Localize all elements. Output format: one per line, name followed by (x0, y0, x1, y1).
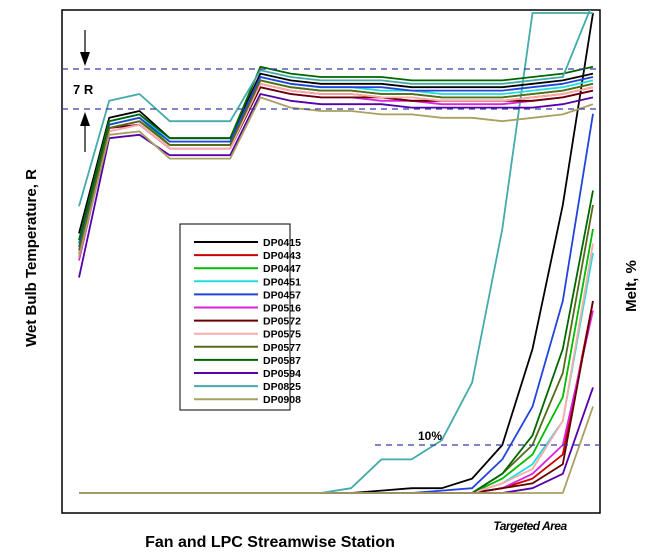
legend-label-dp0516: DP0516 (263, 303, 301, 315)
legend-label-dp0577: DP0577 (263, 342, 301, 354)
band-annotation: 7 R (73, 82, 94, 97)
legend-label-dp0443: DP0443 (263, 250, 301, 262)
melt-line-dp0443 (79, 300, 594, 494)
legend-label-dp0575: DP0575 (263, 329, 301, 341)
temp-line-dp0457 (78, 76, 594, 248)
legend: DP0415DP0443DP0447DP0451DP0457DP0516DP05… (194, 237, 301, 406)
y-axis-label-right: Melt, % (623, 260, 640, 312)
targeted-area-label: Targeted Area (493, 519, 567, 533)
legend-label-dp0447: DP0447 (263, 263, 301, 275)
plot-frame (61, 9, 601, 514)
temp-line-dp0825 (78, 10, 591, 207)
legend-label-dp0587: DP0587 (263, 355, 301, 367)
y-axis-label-left: Wet Bulb Temperature, R (23, 169, 40, 347)
band-arrow-up (80, 112, 90, 152)
legend-label-dp0825: DP0825 (263, 381, 301, 393)
melt-line-dp0457 (79, 113, 594, 494)
temp-line-dp0572 (78, 86, 594, 255)
legend-label-dp0451: DP0451 (263, 276, 301, 288)
legend-label-dp0457: DP0457 (263, 289, 301, 301)
x-axis-label: Fan and LPC Streamwise Station (145, 534, 395, 551)
temp-line-dp0908 (78, 96, 594, 258)
legend-label-dp0908: DP0908 (263, 394, 301, 406)
band-arrow-down (80, 30, 90, 66)
temp-line-dp0587 (78, 65, 594, 241)
melt-line-dp0587 (79, 190, 594, 494)
melt-threshold-annotation: 10% (418, 429, 442, 443)
melt-line-dp0447 (79, 228, 594, 494)
temp-line-dp0594 (78, 93, 594, 278)
temp-line-dp0575 (78, 82, 594, 255)
melt-line-dp0908 (79, 406, 594, 494)
series-layer (78, 10, 594, 494)
legend-label-dp0594: DP0594 (263, 368, 301, 380)
legend-label-dp0415: DP0415 (263, 237, 301, 249)
melt-line-dp0572 (79, 300, 594, 494)
melt-line-dp0577 (79, 204, 594, 494)
legend-label-dp0572: DP0572 (263, 316, 301, 328)
temp-line-dp0516 (78, 86, 594, 261)
temp-line-dp0577 (78, 79, 594, 251)
